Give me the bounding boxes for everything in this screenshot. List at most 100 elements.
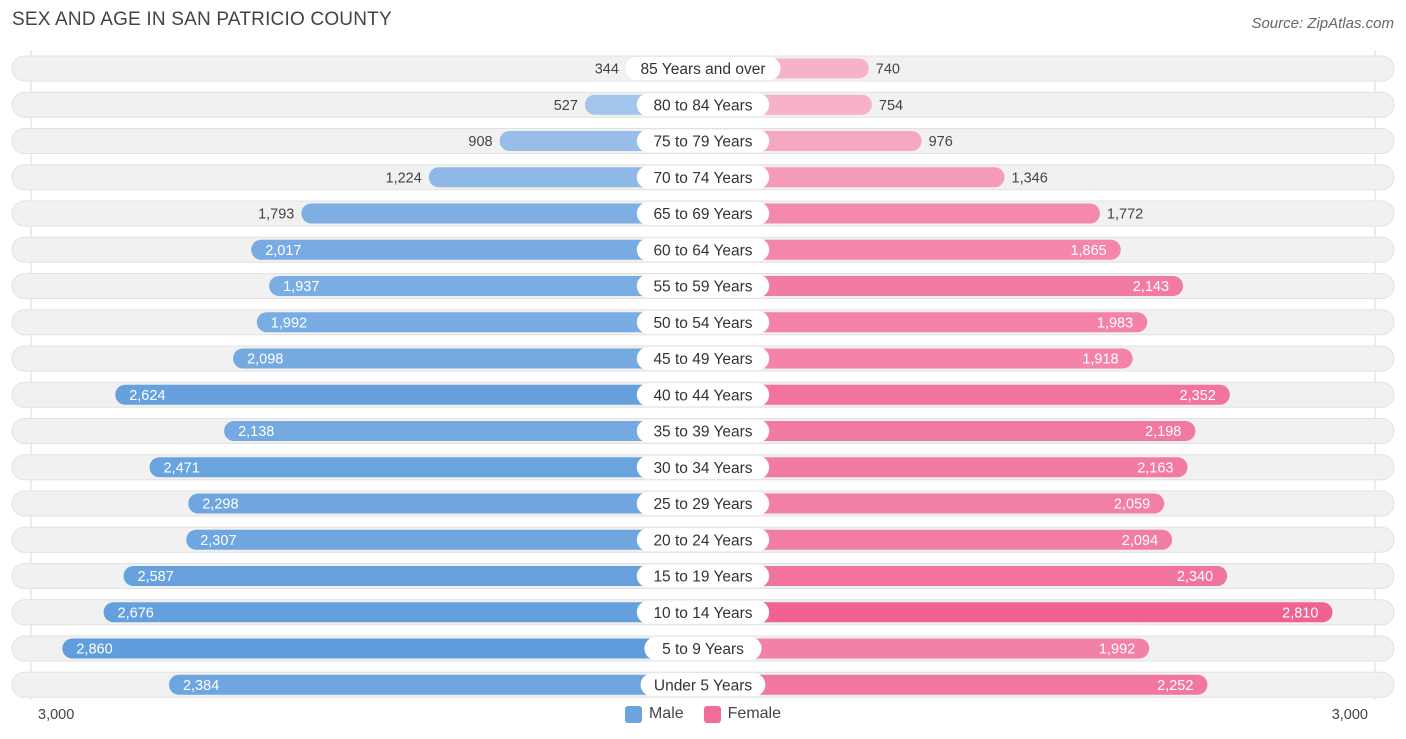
value-label-female: 2,143 — [1133, 279, 1169, 295]
bar-male — [62, 638, 704, 659]
bar-male — [149, 457, 704, 478]
category-label: Under 5 Years — [654, 677, 752, 694]
bar-female — [703, 457, 1188, 478]
category-pill — [644, 637, 762, 660]
value-label-male: 1,992 — [271, 315, 307, 331]
category-label: 10 to 14 Years — [653, 605, 752, 622]
value-label-female: 2,810 — [1282, 605, 1318, 621]
bar-male — [224, 421, 703, 441]
bar-female — [703, 348, 1133, 369]
value-label-male: 2,860 — [76, 642, 112, 658]
category-label: 60 to 64 Years — [653, 242, 752, 259]
value-label-male: 1,793 — [258, 207, 294, 223]
category-label: 80 to 84 Years — [653, 97, 752, 114]
bar-female — [703, 493, 1165, 514]
value-label-male: 2,017 — [265, 243, 301, 259]
bar-male — [123, 566, 703, 586]
category-label: 65 to 69 Years — [653, 206, 752, 223]
legend-swatch-female — [703, 705, 721, 723]
value-label-male: 2,676 — [118, 605, 154, 621]
legend-item-female[interactable]: Female — [703, 705, 782, 723]
bar-female — [703, 203, 1100, 224]
value-label-male: 2,307 — [200, 533, 236, 549]
value-label-female: 1,772 — [1107, 207, 1143, 223]
value-label-male: 908 — [468, 134, 492, 150]
category-label: 75 to 79 Years — [653, 134, 752, 151]
category-label: 55 to 59 Years — [653, 279, 752, 296]
value-label-female: 2,352 — [1180, 388, 1216, 404]
value-label-male: 2,471 — [163, 460, 199, 476]
category-pill — [636, 455, 770, 479]
value-label-female: 1,918 — [1082, 352, 1118, 368]
category-pill — [636, 238, 770, 262]
category-pill — [636, 383, 770, 407]
value-label-female: 1,865 — [1070, 243, 1106, 259]
value-label-female: 2,163 — [1137, 460, 1173, 476]
bar-female — [703, 167, 1005, 188]
bar-male — [103, 602, 704, 623]
bar-male — [428, 167, 703, 188]
value-label-female: 1,983 — [1097, 315, 1133, 331]
bar-male — [188, 493, 704, 514]
value-label-male: 2,298 — [202, 497, 238, 513]
value-label-male: 1,937 — [283, 279, 319, 295]
category-pill — [636, 419, 770, 443]
bar-male — [115, 384, 703, 405]
category-pill — [636, 202, 770, 225]
category-label: 30 to 34 Years — [653, 460, 752, 477]
value-label-female: 976 — [929, 134, 953, 150]
legend-swatch-male — [624, 705, 642, 723]
value-label-male: 2,384 — [183, 678, 219, 694]
value-label-female: 2,340 — [1177, 569, 1213, 585]
source-label: Source: ZipAtlas.com — [1251, 15, 1394, 32]
category-pill — [636, 564, 770, 588]
bar-female — [703, 276, 1184, 296]
category-pill — [625, 57, 781, 80]
category-label: 25 to 29 Years — [653, 496, 752, 513]
value-label-female: 2,059 — [1114, 497, 1150, 513]
category-pill — [636, 310, 770, 334]
axis-min-label: 3,000 — [38, 707, 75, 723]
category-pill — [636, 492, 770, 515]
category-pill — [636, 274, 770, 298]
bar-male — [233, 348, 703, 369]
bar-female — [703, 529, 1173, 550]
bar-female — [703, 602, 1333, 623]
legend-label-male: Male — [648, 705, 684, 722]
chart-plot: 344 740 85 Years and over 527 754 80 to 84 Ye… — [11, 50, 1395, 700]
bar-male — [251, 239, 703, 260]
bar-female — [703, 239, 1121, 260]
category-pill — [636, 93, 770, 117]
category-label: 45 to 49 Years — [653, 351, 752, 368]
bar-male — [168, 674, 703, 695]
value-label-female: 754 — [879, 98, 903, 114]
category-label: 50 to 54 Years — [653, 315, 752, 332]
bar-male — [256, 312, 703, 333]
bar-male — [186, 529, 703, 550]
bar-female — [703, 312, 1148, 333]
value-label-male: 527 — [554, 98, 578, 114]
category-pill — [636, 528, 770, 552]
category-pill — [636, 129, 770, 153]
legend-label-female: Female — [727, 705, 782, 722]
value-label-male: 2,138 — [238, 424, 274, 440]
value-label-male: 344 — [595, 62, 619, 78]
category-label: 5 to 9 Years — [662, 641, 744, 658]
category-pill — [636, 600, 770, 624]
value-label-female: 2,094 — [1122, 533, 1158, 549]
category-pill — [636, 165, 770, 189]
value-label-female: 2,198 — [1145, 424, 1181, 440]
bar-male — [301, 203, 703, 224]
chart-title: SEX AND AGE IN SAN PATRICIO COUNTY — [12, 9, 392, 30]
bar-female — [703, 638, 1150, 659]
category-label: 40 to 44 Years — [653, 387, 752, 404]
category-pill — [636, 347, 770, 370]
bar-male — [269, 276, 703, 296]
value-label-male: 1,224 — [386, 170, 422, 186]
bar-female — [703, 421, 1196, 441]
bar-female — [703, 384, 1230, 405]
legend-item-male[interactable]: Male — [624, 705, 684, 723]
category-label: 15 to 19 Years — [653, 569, 752, 586]
value-label-male: 2,587 — [138, 569, 174, 585]
category-label: 20 to 24 Years — [653, 532, 752, 549]
